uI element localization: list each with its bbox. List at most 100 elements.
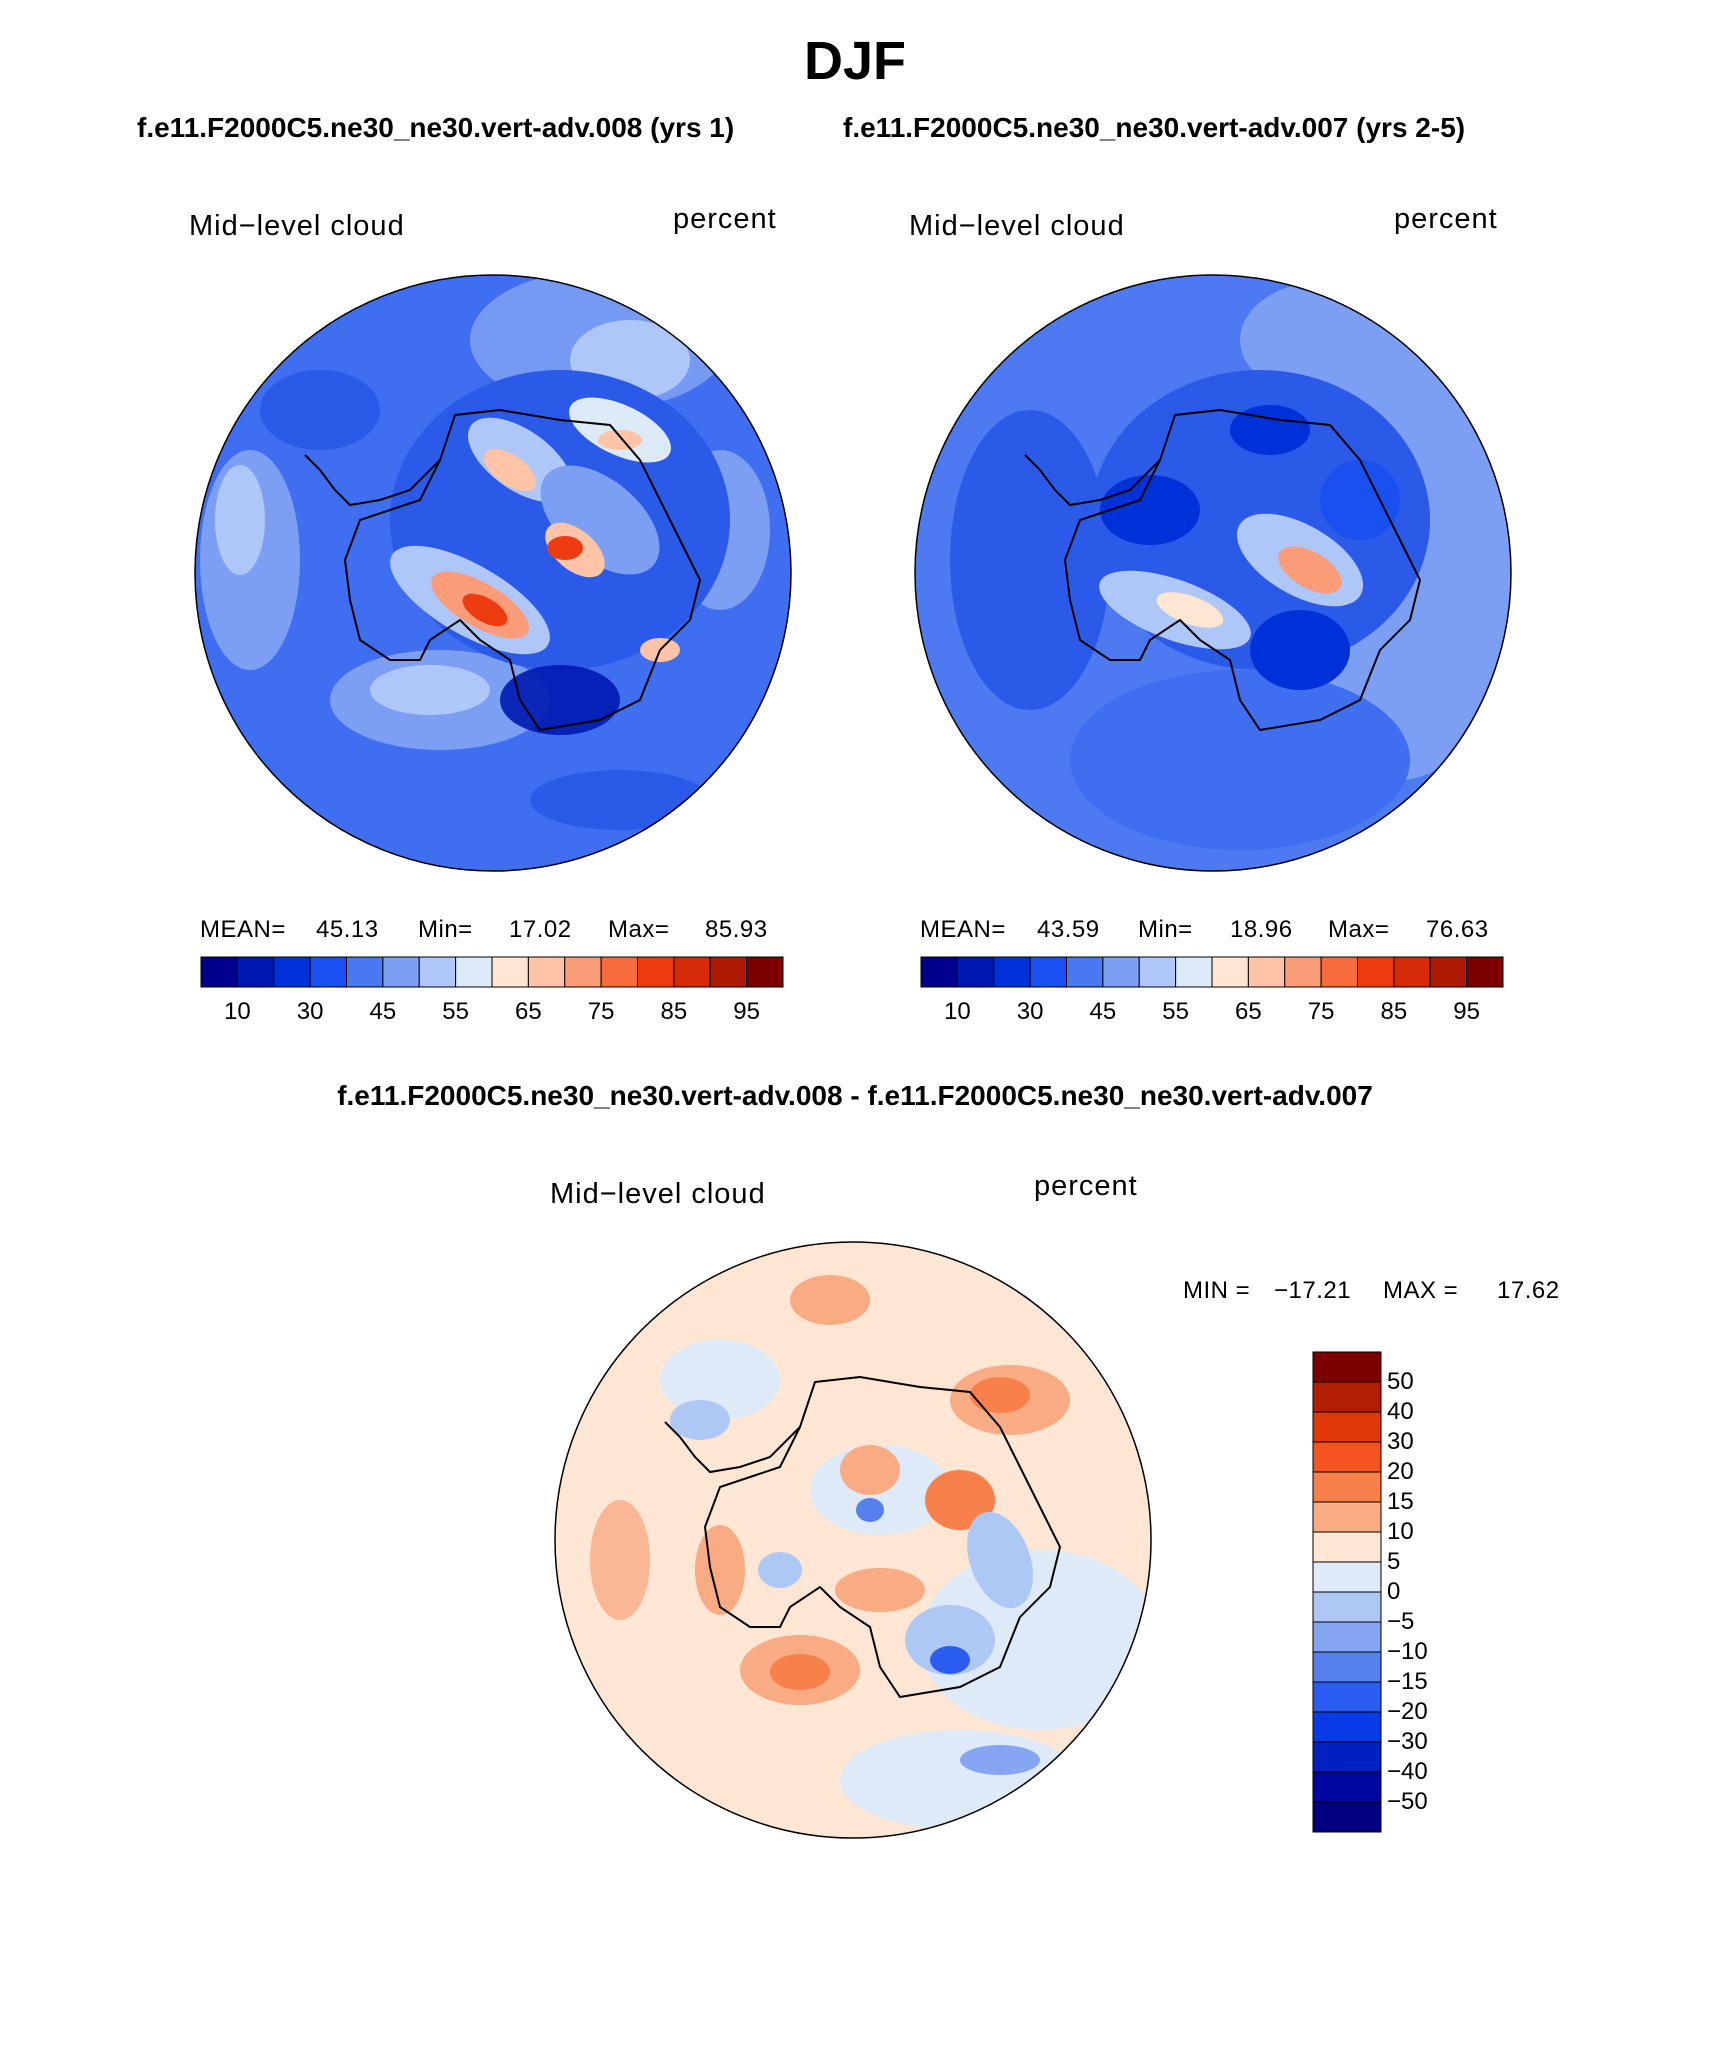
diff-colorbar-tick-label: 50 [1387, 1368, 1414, 1395]
right-colorbar-swatch-11 [1320, 956, 1358, 988]
diff-colorbar-tick-label: −10 [1387, 1638, 1428, 1665]
right-min-value: 18.96 [1230, 916, 1293, 943]
diff-colorbar-tick-label: −30 [1387, 1728, 1428, 1755]
right-min-label: Min= [1138, 916, 1193, 943]
difference-map [554, 1241, 1152, 1839]
diff-colorbar-swatch-10 [1312, 1651, 1382, 1683]
right-colorbar-swatch-3 [1029, 956, 1067, 988]
left-colorbar-swatch-11 [600, 956, 638, 988]
left-colorbar-swatch-3 [309, 956, 347, 988]
diff-colorbar-tick-label: 15 [1387, 1488, 1414, 1515]
diff-colorbar-tick-label: 5 [1387, 1548, 1401, 1575]
left-colorbar-swatch-10 [564, 956, 602, 988]
diff-min-value: −17.21 [1274, 1277, 1352, 1304]
diff-colorbar-swatch-0 [1312, 1351, 1382, 1383]
right-colorbar-swatch-14 [1429, 956, 1468, 988]
right-case-title: f.e11.F2000C5.ne30_ne30.vert-adv.007 (yr… [843, 112, 1466, 143]
diff-antarctica-coastline [703, 1375, 1062, 1699]
diff-colorbar-swatch-9 [1312, 1621, 1382, 1653]
right-colorbar-swatch-0 [920, 956, 958, 988]
diff-colorbar-swatch-4 [1312, 1471, 1382, 1503]
diff-map-border [554, 1241, 1152, 1839]
diff-map-background [555, 1242, 1151, 1838]
diff-colorbar-swatch-1 [1312, 1381, 1382, 1413]
right-mean-label: MEAN= [920, 916, 1006, 943]
diff-colorbar-tick-label: 30 [1387, 1428, 1414, 1455]
diff-colorbar-tick-label: −50 [1387, 1788, 1428, 1815]
left-colorbar-tick-label: 30 [296, 998, 324, 1025]
right-colorbar-tick-label: 55 [1162, 998, 1189, 1025]
diff-colorbar-swatch-6 [1312, 1531, 1382, 1563]
right-colorbar [920, 956, 1504, 988]
right-panel-units: percent [1394, 203, 1498, 235]
diff-max-value: 17.62 [1497, 1277, 1560, 1304]
left-colorbar-swatch-14 [709, 956, 748, 988]
diff-panel-units: percent [1034, 1170, 1138, 1202]
left-map [194, 274, 792, 872]
diff-colorbar-swatch-5 [1312, 1501, 1382, 1533]
left-colorbar-tick-label: 65 [515, 998, 542, 1025]
left-panel-units: percent [673, 203, 777, 235]
diff-colorbar-tick-label: 0 [1387, 1578, 1401, 1605]
difference-title: f.e11.F2000C5.ne30_ne30.vert-adv.008 - f… [337, 1080, 1373, 1111]
left-colorbar-swatch-8 [491, 956, 529, 988]
right-colorbar-swatch-7 [1175, 956, 1213, 988]
right-colorbar-swatch-8 [1211, 956, 1249, 988]
left-max-value: 85.93 [705, 916, 768, 943]
diff-colorbar-swatch-11 [1312, 1681, 1382, 1713]
left-colorbar-swatch-2 [273, 956, 311, 988]
diff-colorbar-tick-label: −20 [1387, 1698, 1428, 1725]
left-case-title: f.e11.F2000C5.ne30_ne30.vert-adv.008 (yr… [137, 112, 735, 143]
diff-colorbar-tick-label: 20 [1387, 1458, 1414, 1485]
right-colorbar-swatch-15 [1466, 956, 1504, 988]
diff-colorbar-tick-label: 40 [1387, 1398, 1414, 1425]
right-colorbar-tick-label: 45 [1089, 998, 1117, 1025]
right-colorbar-swatch-5 [1102, 956, 1140, 988]
left-panel-variable: Mid−level cloud [189, 210, 405, 242]
right-colorbar-swatch-13 [1393, 956, 1431, 988]
diff-colorbar-swatch-12 [1312, 1711, 1382, 1743]
diff-max-label: MAX = [1383, 1277, 1459, 1304]
right-map-border [914, 274, 1512, 872]
main-title: DJF [803, 31, 906, 91]
left-colorbar-tick-label: 45 [369, 998, 397, 1025]
left-colorbar-swatch-15 [746, 956, 784, 988]
left-colorbar-swatch-7 [455, 956, 493, 988]
right-colorbar-swatch-10 [1284, 956, 1322, 988]
left-min-label: Min= [418, 916, 473, 943]
right-colorbar-swatch-4 [1066, 956, 1104, 988]
right-panel-variable: Mid−level cloud [909, 210, 1125, 242]
right-colorbar-tick-label: 30 [1016, 998, 1044, 1025]
right-colorbar-swatch-2 [993, 956, 1031, 988]
diff-colorbar-swatch-15 [1312, 1801, 1382, 1833]
diff-colorbar-swatch-2 [1312, 1411, 1382, 1443]
left-colorbar-swatch-4 [346, 956, 384, 988]
left-antarctica-coastline [343, 408, 702, 732]
diff-min-label: MIN = [1183, 1277, 1251, 1304]
left-colorbar-tick-label: 95 [733, 998, 760, 1025]
left-colorbar-swatch-6 [418, 956, 457, 988]
right-mean-value: 43.59 [1037, 916, 1100, 943]
diff-colorbar-swatch-14 [1312, 1771, 1382, 1803]
right-colorbar-swatch-12 [1357, 956, 1395, 988]
right-colorbar-tick-label: 10 [944, 998, 971, 1025]
left-max-label: Max= [608, 916, 670, 943]
right-colorbar-swatch-9 [1247, 956, 1286, 988]
diff-colorbar-tick-label: −15 [1387, 1668, 1428, 1695]
left-colorbar [200, 956, 784, 988]
right-map [914, 274, 1512, 872]
diff-colorbar-swatch-7 [1312, 1561, 1382, 1593]
right-colorbar-tick-label: 95 [1453, 998, 1480, 1025]
left-colorbar-tick-label: 10 [224, 998, 251, 1025]
right-colorbar-swatch-1 [956, 956, 995, 988]
diff-colorbar-swatch-13 [1312, 1741, 1382, 1773]
right-antarctica-coastline [1063, 408, 1422, 732]
right-colorbar-tick-label: 85 [1380, 998, 1408, 1025]
left-colorbar-swatch-9 [527, 956, 566, 988]
left-colorbar-tick-label: 75 [587, 998, 615, 1025]
left-colorbar-swatch-5 [382, 956, 420, 988]
right-colorbar-tick-label: 75 [1307, 998, 1335, 1025]
left-colorbar-swatch-13 [673, 956, 711, 988]
diff-panel-variable: Mid−level cloud [550, 1178, 766, 1210]
